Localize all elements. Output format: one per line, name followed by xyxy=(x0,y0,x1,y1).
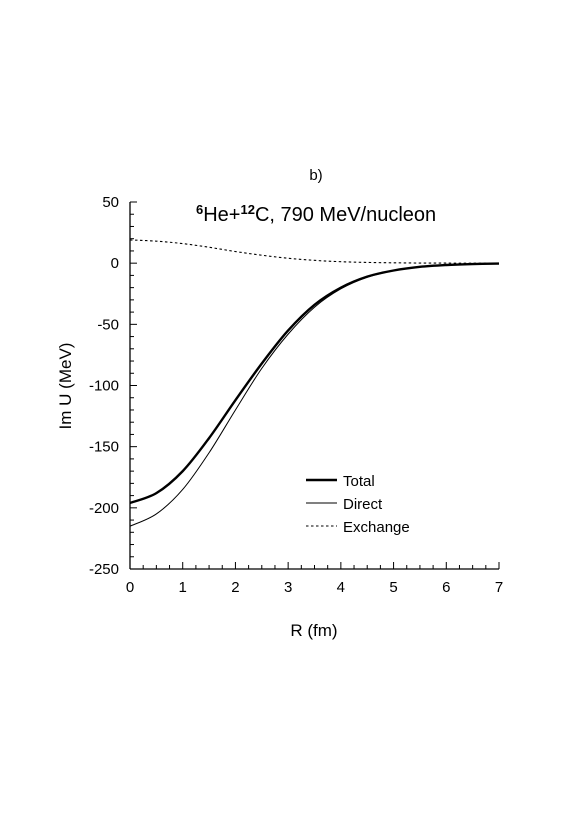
title-mass-number-1: 6 xyxy=(196,202,203,217)
series-line-total xyxy=(129,262,500,505)
series-line-exchange xyxy=(129,239,500,264)
y-axis-label: Im U (MeV) xyxy=(56,343,75,430)
y-tick-label: 50 xyxy=(102,194,119,211)
x-tick-label: 6 xyxy=(442,579,450,596)
y-tick-label: -100 xyxy=(89,378,119,395)
axis-ticks xyxy=(129,201,500,570)
y-tick-label: -200 xyxy=(89,500,119,517)
legend-label-direct: Direct xyxy=(343,496,383,513)
series-line-direct xyxy=(129,263,500,527)
plot-frame xyxy=(129,202,499,570)
x-tick-label: 5 xyxy=(389,579,397,596)
y-tick-label: -50 xyxy=(97,316,119,333)
legend-label-exchange: Exchange xyxy=(343,519,410,536)
legend: Total Direct Exchange xyxy=(306,473,410,536)
legend-label-total: Total xyxy=(343,473,375,490)
y-tick-label: -150 xyxy=(89,439,119,456)
panel-label: b) xyxy=(309,167,322,184)
y-tick-label: -250 xyxy=(89,561,119,578)
x-tick-label: 1 xyxy=(179,579,187,596)
x-tick-label: 2 xyxy=(231,579,239,596)
x-tick-label: 3 xyxy=(284,579,292,596)
title-nucleus-2: C, 790 MeV/nucleon xyxy=(255,204,436,226)
x-tick-label: 4 xyxy=(337,579,345,596)
series-lines xyxy=(129,239,500,527)
x-tick-label: 7 xyxy=(495,579,503,596)
title-mass-number-2: 12 xyxy=(240,202,254,217)
x-tick-label: 0 xyxy=(126,579,134,596)
title-nucleus-1: He+ xyxy=(203,204,240,226)
y-tick-label: 0 xyxy=(111,255,119,272)
x-axis-label: R (fm) xyxy=(290,621,337,640)
chart-title: 6He+12C, 790 MeV/nucleon xyxy=(196,202,436,226)
